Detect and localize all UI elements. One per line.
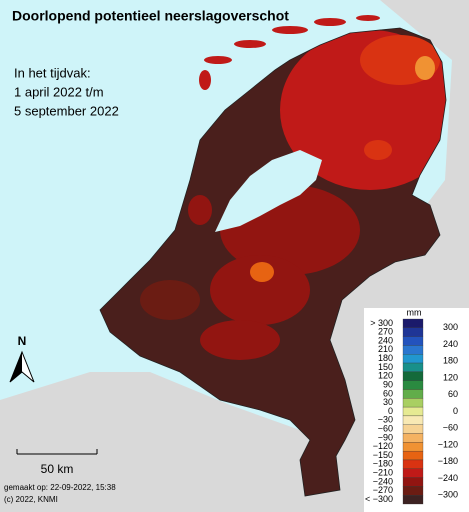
field-zone [210, 255, 310, 325]
legend-swatch [402, 318, 424, 328]
legend-swatch [402, 468, 424, 478]
legend-swatch [402, 398, 424, 408]
footer-line: gemaakt op: 22-09-2022, 15:38 [4, 483, 116, 492]
period-line: 1 april 2022 t/m [14, 84, 104, 99]
island [272, 26, 308, 34]
legend-swatch [402, 406, 424, 417]
period-line: In het tijdvak: [14, 65, 91, 80]
legend-swatch [402, 380, 424, 390]
legend-label: −240 [373, 476, 393, 486]
legend-swatch [402, 336, 424, 346]
legend-swatch [402, 327, 424, 337]
period-line: 5 september 2022 [14, 103, 119, 118]
legend-label: < −300 [365, 494, 393, 504]
wadden-islands [199, 15, 380, 90]
legend-scale-label: 180 [443, 356, 458, 366]
legend-label: −30 [378, 415, 393, 425]
footer-line: (c) 2022, KNMI [4, 495, 58, 504]
legend-label: −150 [373, 450, 393, 460]
legend-label: 240 [378, 335, 393, 345]
legend-swatch [402, 389, 424, 399]
island [314, 18, 346, 26]
legend-swatch [402, 495, 424, 505]
legend-scale-label: 60 [448, 389, 458, 399]
legend-swatch [402, 450, 424, 461]
legend-swatch [402, 362, 424, 373]
legend-label: 0 [388, 406, 393, 416]
island [204, 56, 232, 64]
legend-label: 270 [378, 327, 393, 337]
legend-swatch [402, 442, 424, 452]
legend-label: 60 [383, 388, 393, 398]
legend-swatch [402, 354, 424, 364]
legend-scale-label: −300 [438, 490, 458, 500]
legend-scale-label: −60 [443, 423, 458, 433]
field-zone [415, 56, 435, 80]
legend-label: 30 [383, 397, 393, 407]
field-zone [140, 280, 200, 320]
legend-scale-label: −240 [438, 473, 458, 483]
legend-swatch [402, 477, 424, 487]
legend-swatch [402, 424, 424, 434]
ijsselmeer [215, 150, 322, 232]
legend-scale-label: 0 [453, 406, 458, 416]
legend-unit: mm [407, 307, 422, 317]
island [234, 40, 266, 48]
field-zone [250, 262, 274, 282]
field-zone [364, 140, 392, 160]
island [199, 70, 211, 90]
island [356, 15, 380, 21]
legend-label: −60 [378, 423, 393, 433]
legend: > 3002702402101801501209060300−30−60−90−… [365, 318, 458, 505]
legend-scale-label: 120 [443, 372, 458, 382]
legend-scale-label: 300 [443, 322, 458, 332]
field-zone [200, 320, 280, 360]
legend-label: −210 [373, 468, 393, 478]
legend-swatch [402, 459, 424, 469]
legend-swatch [402, 433, 424, 443]
legend-swatch [402, 345, 424, 355]
legend-label: > 300 [370, 318, 393, 328]
legend-label: 120 [378, 371, 393, 381]
country-border [99, 27, 447, 497]
legend-label: −270 [373, 485, 393, 495]
field-zone [188, 195, 212, 225]
legend-label: 210 [378, 344, 393, 354]
north-symbol [10, 352, 22, 382]
legend-label: −90 [378, 432, 393, 442]
scale-label: 50 km [41, 462, 74, 476]
legend-scale-label: 240 [443, 339, 458, 349]
map-title: Doorlopend potentieel neerslagoverschot [12, 8, 289, 24]
north-label: N [18, 334, 27, 348]
legend-swatch [402, 371, 424, 381]
legend-label: 90 [383, 379, 393, 389]
legend-label: −180 [373, 459, 393, 469]
legend-scale-label: −180 [438, 456, 458, 466]
legend-label: 150 [378, 362, 393, 372]
legend-label: −120 [373, 441, 393, 451]
legend-swatch [402, 486, 424, 496]
legend-label: 180 [378, 353, 393, 363]
north-arrow: N [9, 334, 35, 383]
legend-scale-label: −120 [438, 439, 458, 449]
scale-bar [16, 449, 98, 455]
legend-swatch [402, 415, 424, 425]
